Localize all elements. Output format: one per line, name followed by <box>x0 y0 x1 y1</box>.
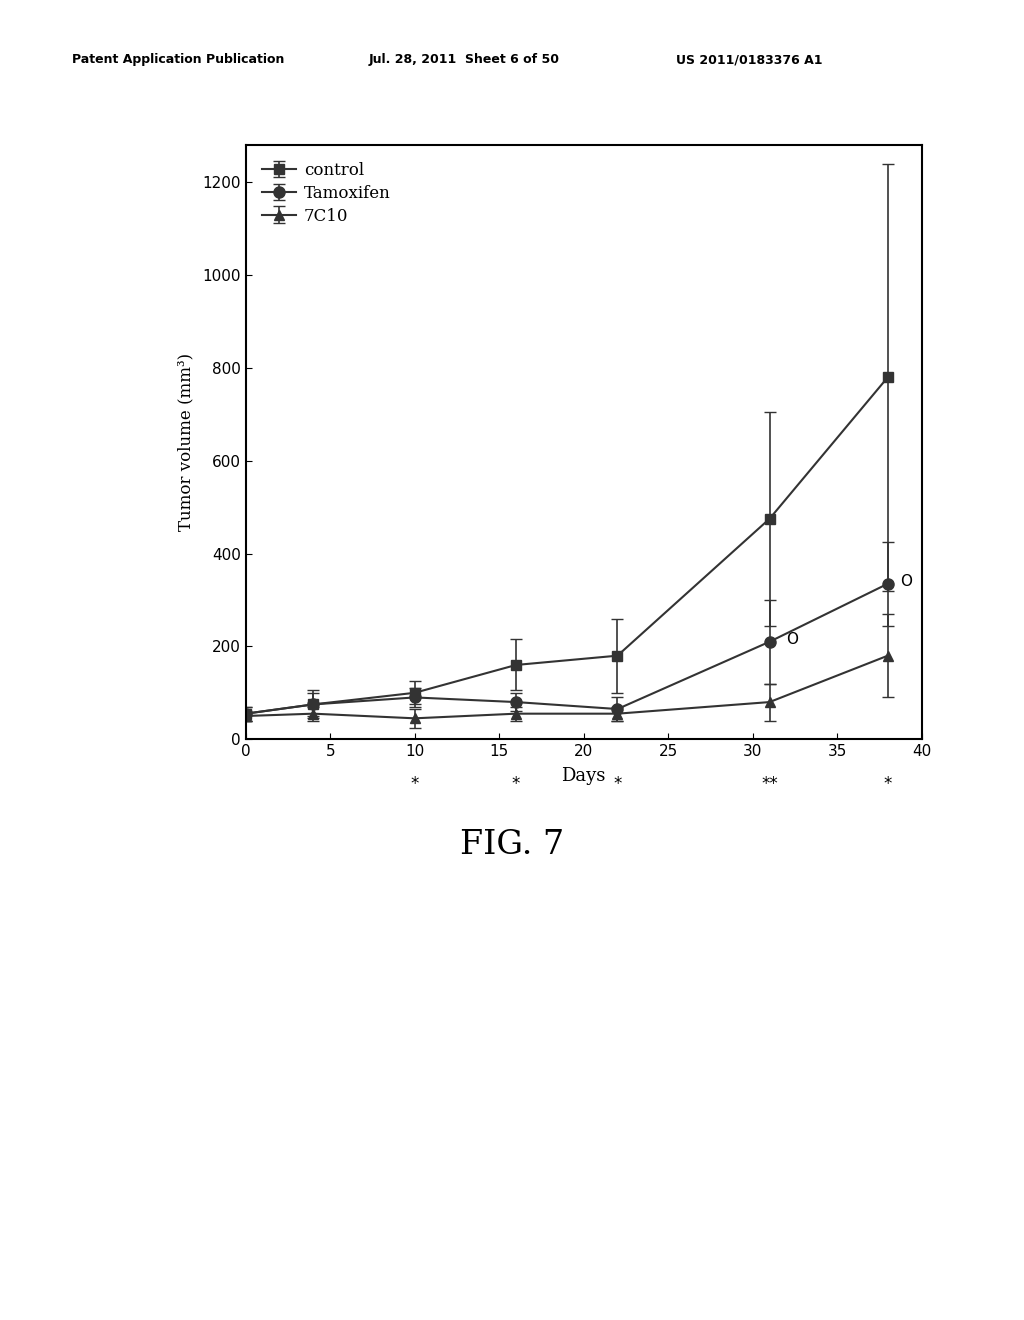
Text: **: ** <box>761 775 778 793</box>
Text: *: * <box>512 775 520 793</box>
Text: *: * <box>411 775 419 793</box>
X-axis label: Days: Days <box>561 767 606 785</box>
Text: O: O <box>900 574 911 589</box>
Text: Patent Application Publication: Patent Application Publication <box>72 53 284 66</box>
Text: *: * <box>613 775 622 793</box>
Y-axis label: Tumor volume (mm³): Tumor volume (mm³) <box>177 354 195 531</box>
Text: Jul. 28, 2011  Sheet 6 of 50: Jul. 28, 2011 Sheet 6 of 50 <box>369 53 560 66</box>
Text: FIG. 7: FIG. 7 <box>460 829 564 861</box>
Legend: control, Tamoxifen, 7C10: control, Tamoxifen, 7C10 <box>254 153 399 232</box>
Text: US 2011/0183376 A1: US 2011/0183376 A1 <box>676 53 822 66</box>
Text: *: * <box>884 775 892 793</box>
Text: O: O <box>786 632 799 647</box>
